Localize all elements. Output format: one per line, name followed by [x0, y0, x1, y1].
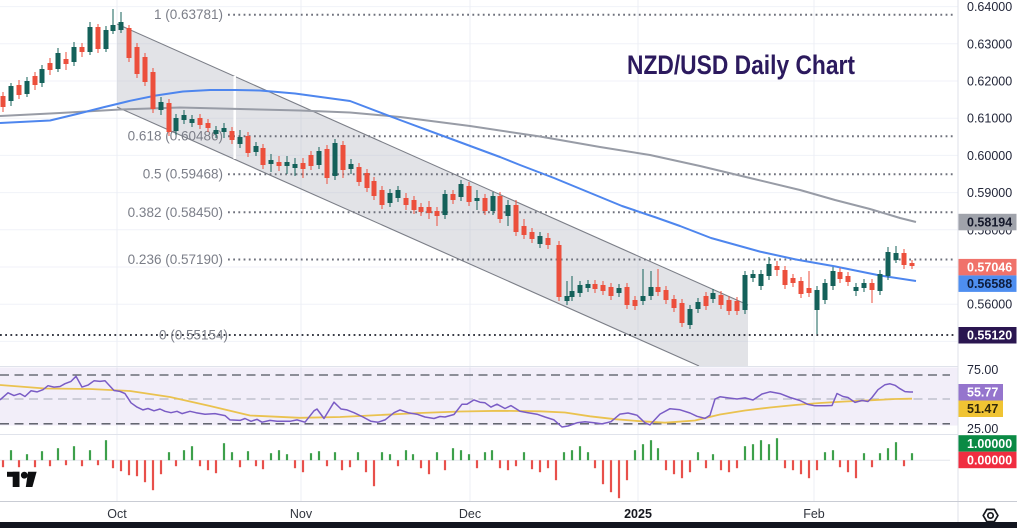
svg-text:Oct: Oct: [107, 507, 127, 521]
svg-text:51.47: 51.47: [967, 402, 998, 416]
svg-text:2025: 2025: [624, 507, 652, 521]
svg-text:0.58194: 0.58194: [967, 215, 1012, 229]
svg-text:0 (0.55154): 0 (0.55154): [159, 328, 228, 343]
svg-text:0.00000: 0.00000: [967, 453, 1012, 467]
svg-text:0.55120: 0.55120: [967, 329, 1012, 343]
svg-text:0.236 (0.57190): 0.236 (0.57190): [128, 252, 223, 267]
svg-text:0.56000: 0.56000: [967, 298, 1012, 312]
svg-text:55.77: 55.77: [967, 386, 998, 400]
svg-text:1 (0.63781): 1 (0.63781): [154, 7, 223, 22]
svg-text:0.382 (0.58450): 0.382 (0.58450): [128, 205, 223, 220]
svg-text:0.56588: 0.56588: [967, 277, 1012, 291]
svg-text:0.64000: 0.64000: [967, 0, 1012, 14]
svg-text:0.61000: 0.61000: [967, 112, 1012, 126]
svg-text:Nov: Nov: [290, 507, 313, 521]
svg-text:25.00: 25.00: [967, 422, 998, 436]
svg-text:0.60000: 0.60000: [967, 149, 1012, 163]
svg-text:0.62000: 0.62000: [967, 75, 1012, 89]
svg-text:0.618 (0.60486): 0.618 (0.60486): [128, 129, 223, 144]
svg-text:0.63000: 0.63000: [967, 37, 1012, 51]
svg-text:1.00000: 1.00000: [967, 437, 1012, 451]
svg-text:Dec: Dec: [459, 507, 481, 521]
svg-text:NZD/USD Daily Chart: NZD/USD Daily Chart: [627, 50, 855, 80]
svg-text:Feb: Feb: [803, 507, 825, 521]
svg-text:75.00: 75.00: [967, 363, 998, 377]
svg-text:0.59000: 0.59000: [967, 186, 1012, 200]
svg-text:0.57046: 0.57046: [967, 261, 1012, 275]
svg-text:0.5 (0.59468): 0.5 (0.59468): [143, 167, 223, 182]
